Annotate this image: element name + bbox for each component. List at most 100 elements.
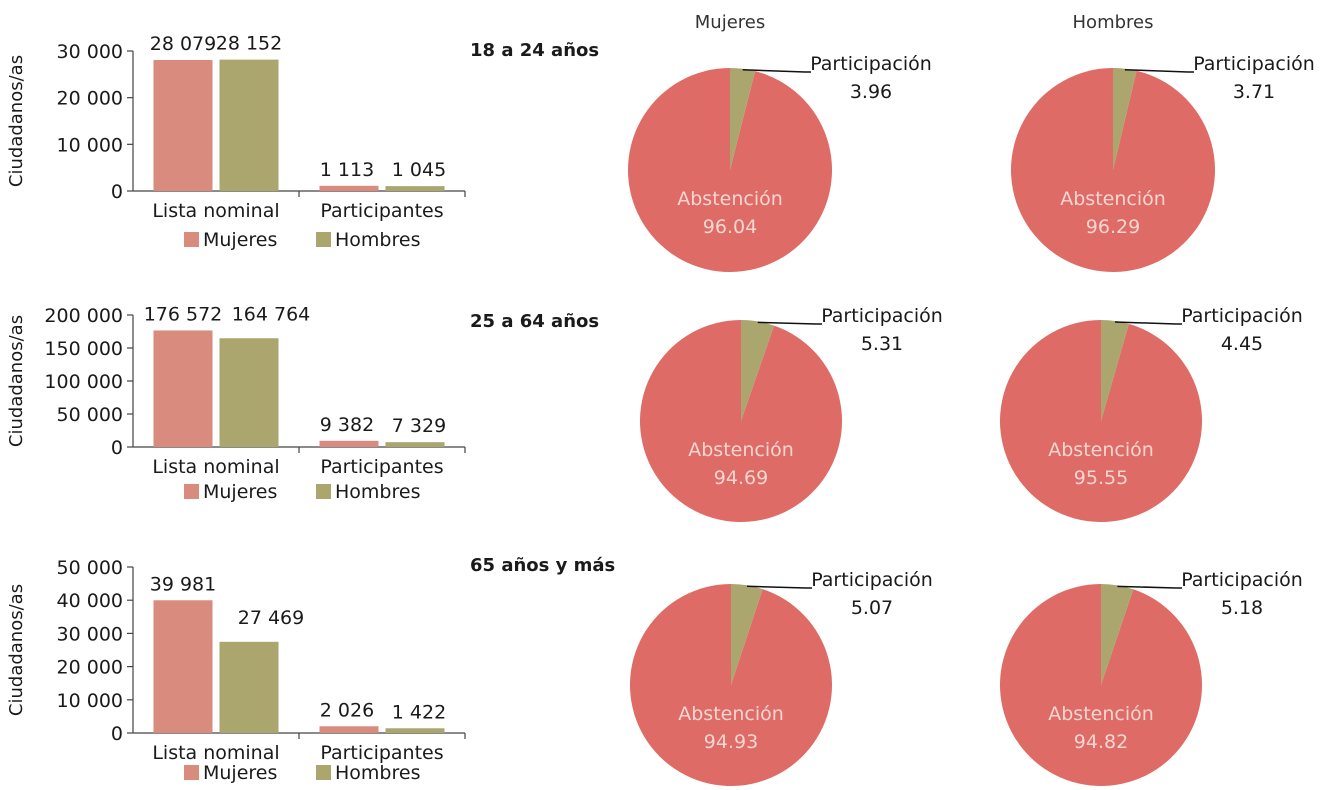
pie-label-participacion: Participación (1181, 305, 1303, 327)
x-tick-label: Participantes (320, 742, 443, 764)
y-axis-title: Ciudadanos/as (6, 55, 27, 187)
pie-value-participacion: 3.71 (1233, 81, 1275, 103)
x-tick-label: Participantes (320, 200, 443, 222)
data-label: 9 382 (320, 414, 374, 436)
column-header-hombres: Hombres (1073, 12, 1154, 33)
bar-chart-25-64: Ciudadanos/as 0 50 000 100 000 150 000 200 00… (6, 303, 466, 503)
bar-chart-65-mas: Ciudadanos/as 0 10 000 20 000 30 000 40 000 50… (6, 557, 466, 784)
leader-line (1124, 68, 1194, 73)
bar (219, 59, 279, 192)
group-label-2: 65 años y más (470, 555, 615, 576)
bar (319, 185, 379, 191)
pie-value-abstencion: 96.04 (703, 216, 757, 238)
pie-label-participacion: Participación (810, 53, 932, 75)
legend-label: Hombres (335, 762, 420, 784)
y-tick-label: 20 000 (57, 657, 123, 679)
bar (219, 641, 279, 733)
pie-label-abstencion: Abstención (678, 703, 784, 725)
leader-line (742, 69, 811, 73)
bar (319, 440, 379, 447)
y-tick-label: 30 000 (57, 623, 123, 645)
pie-slice-participacion (1101, 584, 1134, 685)
legend-swatch (184, 765, 199, 780)
pie-25-64-hombres: Participación 4.45 Abstención 95.55 (999, 305, 1303, 522)
pie-label-abstencion: Abstención (677, 188, 783, 210)
x-tick-label: Participantes (320, 456, 443, 478)
pie-value-participacion: 5.07 (851, 597, 893, 619)
pie-25-64-mujeres: Participación 5.31 Abstención 94.69 (640, 305, 943, 522)
pie-slice-participacion (1101, 320, 1129, 421)
data-label: 1 045 (392, 159, 446, 181)
y-tick-label: 150 000 (44, 338, 123, 360)
data-label: 27 469 (238, 607, 304, 629)
y-tick-label: 50 000 (57, 404, 123, 426)
pie-label-abstencion: Abstención (1048, 439, 1154, 461)
x-tick-label: Lista nominal (152, 200, 279, 222)
legend-label: Hombres (335, 481, 420, 503)
y-tick-label: 0 (111, 181, 123, 203)
y-tick-label: 0 (111, 723, 123, 745)
legend-swatch (184, 484, 199, 499)
pie-value-participacion: 5.18 (1221, 597, 1263, 619)
pie-slice-participacion (741, 320, 775, 421)
pie-65-mas-hombres: Participación 5.18 Abstención 94.82 (999, 569, 1303, 787)
legend-label: Mujeres (203, 762, 277, 784)
y-tick-label: 10 000 (57, 690, 123, 712)
data-label: 28 079 (150, 33, 216, 55)
column-header-mujeres: Mujeres (695, 12, 765, 33)
leader-line (746, 585, 812, 589)
data-label: 176 572 (144, 303, 223, 325)
data-label: 28 152 (216, 33, 282, 55)
pie-label-participacion: Participación (1181, 569, 1303, 591)
y-tick-label: 30 000 (57, 41, 123, 63)
pie-value-abstencion: 96.29 (1086, 216, 1140, 238)
bar (385, 728, 445, 733)
legend-swatch (316, 232, 331, 247)
pie-slice-participacion (731, 584, 763, 685)
group-label-1: 25 a 64 años (470, 311, 599, 332)
legend-label: Hombres (335, 229, 420, 251)
y-tick-label: 20 000 (57, 88, 123, 110)
pie-label-participacion: Participación (1193, 53, 1315, 75)
pie-slice-abstencion (999, 320, 1202, 522)
pie-label-abstencion: Abstención (688, 439, 794, 461)
y-axis-title: Ciudadanos/as (6, 315, 27, 447)
y-tick-label: 100 000 (44, 371, 123, 393)
x-tick-label: Lista nominal (152, 742, 279, 764)
y-axis-title: Ciudadanos/as (6, 584, 27, 716)
pie-slice-abstencion (1011, 68, 1216, 273)
legend-swatch (316, 484, 331, 499)
data-label: 1 113 (320, 159, 374, 181)
data-label: 39 981 (150, 573, 216, 595)
pie-slice-participacion (730, 68, 756, 170)
pie-slice-abstencion (629, 584, 832, 786)
leader-line (1117, 585, 1182, 589)
data-label: 164 764 (232, 303, 311, 325)
pie-value-abstencion: 94.69 (714, 467, 768, 489)
bar (385, 186, 445, 191)
y-tick-label: 0 (111, 437, 123, 459)
data-label: 7 329 (392, 415, 446, 437)
pie-label-participacion: Participación (811, 569, 933, 591)
x-tick-label: Lista nominal (152, 456, 279, 478)
pie-18-24-mujeres: Participación 3.96 Abstención 96.04 (628, 53, 932, 272)
bar (319, 726, 379, 733)
pie-label-participacion: Participación (821, 305, 943, 327)
data-label: 2 026 (320, 699, 374, 721)
pie-18-24-hombres: Participación 3.71 Abstención 96.29 (1011, 53, 1315, 273)
data-label: 1 422 (392, 701, 446, 723)
pie-value-participacion: 5.31 (861, 333, 903, 355)
pie-slice-participacion (1113, 68, 1137, 170)
pie-slice-abstencion (640, 320, 843, 522)
legend-swatch (184, 232, 199, 247)
pie-65-mas-mujeres: Participación 5.07 Abstención 94.93 (629, 569, 933, 786)
y-tick-label: 50 000 (57, 557, 123, 579)
bar (219, 338, 279, 447)
legend-swatch (316, 765, 331, 780)
pie-label-abstencion: Abstención (1060, 188, 1166, 210)
pie-slice-abstencion (999, 584, 1202, 787)
pie-value-abstencion: 95.55 (1074, 467, 1128, 489)
bar (385, 442, 445, 447)
leader-line (757, 321, 822, 325)
